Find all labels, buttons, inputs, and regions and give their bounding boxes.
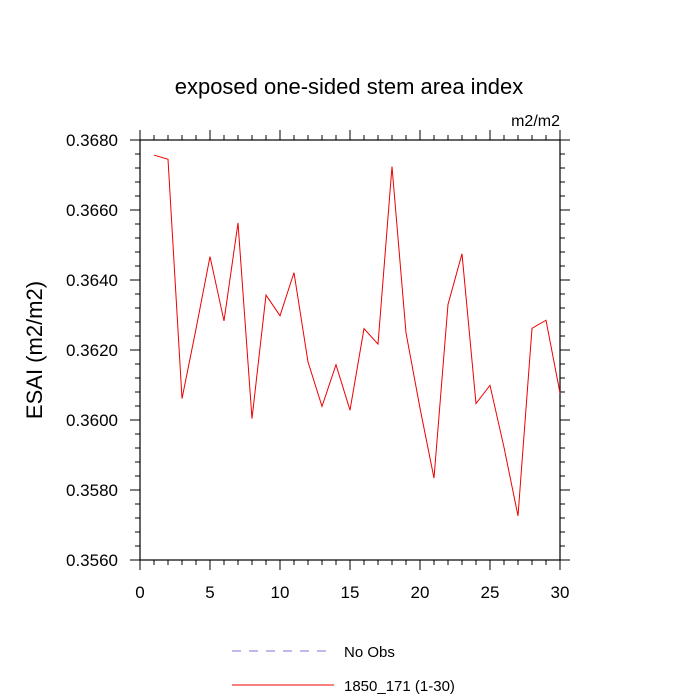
x-tick-label: 5 — [205, 583, 214, 602]
units-label: m2/m2 — [511, 113, 560, 130]
y-tick-label: 0.3560 — [66, 551, 118, 570]
x-tick-label: 10 — [271, 583, 290, 602]
y-tick-label: 0.3680 — [66, 131, 118, 150]
x-tick-label: 30 — [551, 583, 570, 602]
legend-label-1850-171: 1850_171 (1-30) — [344, 678, 455, 695]
legend: No Obs 1850_171 (1-30) — [232, 644, 455, 695]
plot-frame — [139, 139, 561, 561]
y-tick-label: 0.3620 — [66, 341, 118, 360]
x-tick-label: 0 — [135, 583, 144, 602]
y-tick-label: 0.3600 — [66, 411, 118, 430]
legend-label-no-obs: No Obs — [344, 644, 395, 661]
y-tick-labels: 0.3560 0.3580 0.3600 0.3620 0.3640 0.3660 0.36… — [66, 131, 118, 570]
chart-title: exposed one-sided stem area index — [175, 74, 524, 99]
x-tick-label: 25 — [481, 583, 500, 602]
y-tick-label: 0.3660 — [66, 201, 118, 220]
x-tick-labels: 0 5 10 15 20 25 30 — [135, 583, 569, 602]
y-tick-label: 0.3580 — [66, 481, 118, 500]
axis-ticks — [130, 130, 570, 570]
y-axis-label: ESAI (m2/m2) — [22, 281, 47, 419]
x-tick-label: 20 — [411, 583, 430, 602]
y-tick-label: 0.3640 — [66, 271, 118, 290]
x-tick-label: 15 — [341, 583, 360, 602]
plot-area: 0 5 10 15 20 25 30 0.35600.35800.36000.36200.3… — [66, 130, 570, 602]
series-line-1850-171 — [153, 154, 561, 517]
